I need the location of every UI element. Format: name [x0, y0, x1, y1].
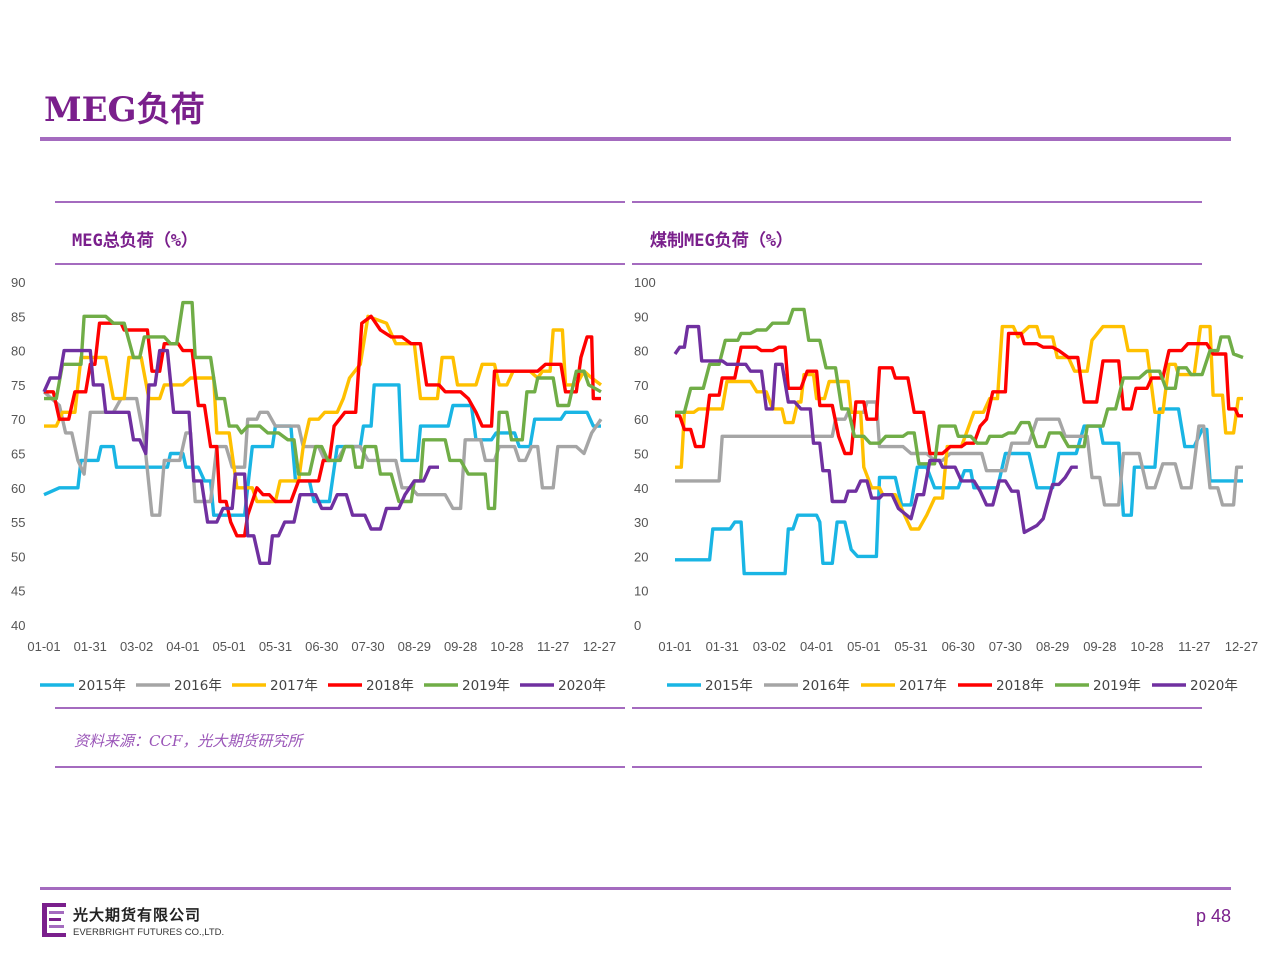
x-tick-label: 05-01	[213, 639, 246, 654]
chart-title-total-load: MEG总负荷（%）	[72, 231, 198, 251]
y-tick-label: 80	[634, 344, 648, 359]
y-tick-label: 40	[11, 618, 25, 633]
chart-coal-meg-load: 0 10 20 30 40 50 60 70 80 90 100 01-01 01-31 03-02 04-…	[634, 275, 1258, 694]
x-tick-label: 12-27	[1225, 639, 1258, 654]
y-tick-label: 10	[634, 584, 648, 599]
left-panel-source-rule	[55, 766, 625, 768]
x-tick-label: 06-30	[305, 639, 338, 654]
left-panel-title-rule	[55, 263, 625, 265]
x-tick-label: 06-30	[942, 639, 975, 654]
x-tick-label: 07-30	[989, 639, 1022, 654]
x-tick-label: 08-29	[398, 639, 431, 654]
legend-label: 2017年	[270, 678, 318, 694]
x-tick-label: 12-27	[583, 639, 616, 654]
y-tick-label: 20	[634, 549, 648, 564]
chart-meg-total-load: 40 45 50 55 60 65 70 75 80 85 90 01-01 01-31 03-02 04-…	[11, 275, 616, 694]
y-tick-label: 30	[634, 515, 648, 530]
legend-label: 2018年	[366, 678, 414, 694]
x-tick-label: 04-01	[800, 639, 833, 654]
x-tick-label: 01-31	[706, 639, 739, 654]
y-tick-label: 85	[11, 309, 25, 324]
x-tick-label: 09-28	[444, 639, 477, 654]
x-tick-label: 03-02	[753, 639, 786, 654]
source-note: 资料来源：CCF，光大期货研究所	[74, 732, 303, 750]
x-tick-label: 11-27	[537, 639, 569, 654]
right-panel-title-rule	[632, 263, 1202, 265]
series-line-2017年	[44, 314, 603, 504]
x-tick-label: 01-01	[658, 639, 691, 654]
series-line-2020年	[42, 348, 439, 565]
company-name-en: EVERBRIGHT FUTURES CO.,LTD.	[73, 927, 225, 938]
y-tick-label: 60	[11, 481, 25, 496]
page-number: p 48	[1196, 906, 1232, 926]
right-panel-top-rule	[632, 201, 1202, 203]
legend-label: 2020年	[1190, 678, 1238, 694]
x-tick-label: 08-29	[1036, 639, 1069, 654]
y-tick-label: 60	[634, 412, 648, 427]
y-tick-label: 55	[11, 515, 25, 530]
series-line-2020年	[673, 324, 1078, 535]
y-tick-label: 45	[11, 584, 25, 599]
x-tick-label: 10-28	[490, 639, 523, 654]
legend-label: 2019年	[462, 678, 510, 694]
series-line-2015年	[43, 383, 601, 517]
x-tick-label: 01-31	[74, 639, 107, 654]
chart-title-coal-load: 煤制MEG负荷（%）	[650, 231, 793, 251]
series-line-2016年	[42, 390, 603, 517]
y-tick-label: 75	[11, 378, 25, 393]
x-tick-label: 05-31	[259, 639, 292, 654]
footer-divider	[40, 887, 1231, 890]
legend-label: 2018年	[996, 678, 1044, 694]
legend-label: 2020年	[558, 678, 606, 694]
legend-label: 2019年	[1093, 678, 1141, 694]
x-tick-label: 03-02	[120, 639, 153, 654]
legend-label: 2015年	[705, 678, 753, 694]
page-title: MEG负荷	[44, 90, 205, 130]
everbright-logo-icon	[42, 903, 66, 937]
legend-label: 2017年	[899, 678, 947, 694]
x-tick-label: 07-30	[351, 639, 384, 654]
left-panel-top-rule	[55, 201, 625, 203]
y-tick-label: 40	[634, 481, 648, 496]
y-tick-label: 0	[634, 618, 641, 633]
title-divider	[40, 137, 1231, 141]
series-line-2015年	[675, 407, 1243, 576]
series-line-2019年	[675, 307, 1244, 466]
right-panel-source-rule	[632, 766, 1202, 768]
y-tick-label: 90	[634, 309, 648, 324]
legend-label: 2015年	[78, 678, 126, 694]
left-panel-bottom-rule	[55, 707, 625, 709]
company-name-cn: 光大期货有限公司	[73, 906, 202, 924]
x-tick-label: 05-31	[894, 639, 927, 654]
legend-label: 2016年	[802, 678, 850, 694]
series-line-2019年	[44, 300, 602, 511]
y-tick-label: 70	[634, 378, 648, 393]
legend-label: 2016年	[174, 678, 222, 694]
x-tick-label: 04-01	[166, 639, 199, 654]
right-panel-bottom-rule	[632, 707, 1202, 709]
x-tick-label: 10-28	[1130, 639, 1163, 654]
series-line-2018年	[675, 331, 1243, 456]
y-tick-label: 65	[11, 447, 25, 462]
y-tick-label: 50	[634, 447, 648, 462]
y-tick-label: 100	[634, 275, 656, 290]
y-tick-label: 90	[11, 275, 25, 290]
x-tick-label: 09-28	[1083, 639, 1116, 654]
x-tick-label: 05-01	[847, 639, 880, 654]
series-line-2018年	[44, 314, 601, 538]
y-tick-label: 50	[11, 549, 25, 564]
y-tick-label: 80	[11, 344, 25, 359]
x-tick-label: 01-01	[27, 639, 60, 654]
x-tick-label: 11-27	[1178, 639, 1210, 654]
y-tick-label: 70	[11, 412, 25, 427]
